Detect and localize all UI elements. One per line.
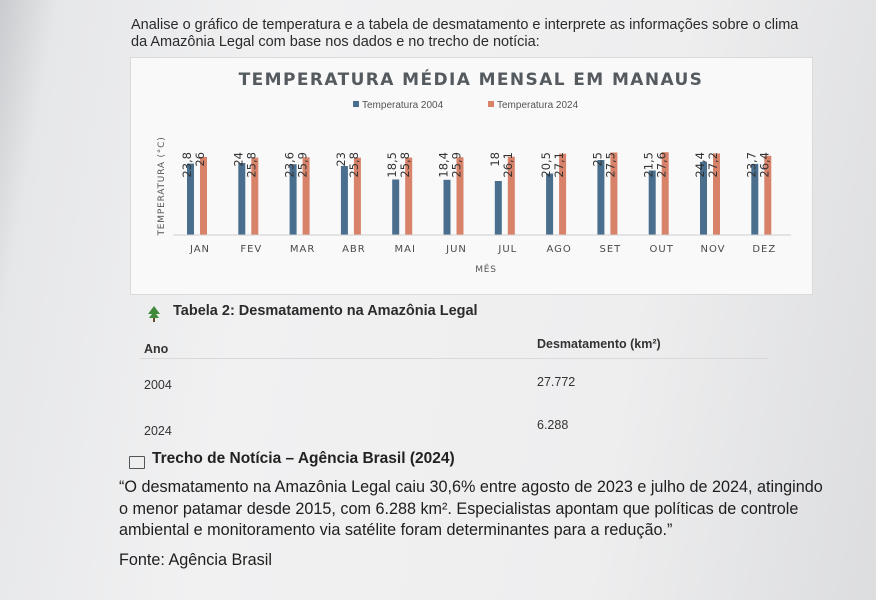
value-label-jul-2: 26,1 xyxy=(501,152,515,178)
value-label-jun-1: 18,4 xyxy=(437,152,451,178)
value-label-jul-1: 18 xyxy=(488,152,502,167)
news-source: Fonte: Agência Brasil xyxy=(119,551,272,569)
bar-dez-2 xyxy=(764,155,772,235)
value-label-fev-2: 25,8 xyxy=(244,152,258,178)
value-label-ago-2: 27,1 xyxy=(552,152,566,178)
bar-set-1 xyxy=(597,160,605,235)
value-label-jan-2: 26 xyxy=(193,152,207,167)
value-label-set-1: 25 xyxy=(590,152,604,167)
bar-mai-2 xyxy=(405,157,413,235)
value-label-ago-1: 20,5 xyxy=(539,152,553,178)
legend-label-2: Temperatura 2024 xyxy=(497,100,579,111)
x-tick-abr: ABR xyxy=(342,244,366,255)
bar-out-1 xyxy=(648,170,656,235)
bar-mar-1 xyxy=(289,164,297,235)
bar-jul-2 xyxy=(507,156,515,235)
tree-icon xyxy=(148,306,160,322)
legend-label-1: Temperatura 2004 xyxy=(362,100,444,111)
value-label-dez-1: 23,7 xyxy=(744,152,758,178)
x-tick-jul: JUL xyxy=(497,244,517,255)
y-axis-label: TEMPERATURA (°C) xyxy=(157,136,167,236)
value-label-mai-2: 25,8 xyxy=(398,152,412,178)
x-tick-set: SET xyxy=(600,244,622,255)
bar-dez-1 xyxy=(751,163,759,235)
x-tick-out: OUT xyxy=(650,244,674,255)
legend-swatch-1 xyxy=(353,101,359,107)
bar-jul-1 xyxy=(494,181,502,235)
chart-title: TEMPERATURA MÉDIA MENSAL EM MANAUS xyxy=(239,68,704,90)
table-row-2-ano: 2024 xyxy=(144,424,172,438)
bar-ago-2 xyxy=(559,153,567,235)
bar-fev-1 xyxy=(238,163,246,235)
bar-nov-2 xyxy=(713,153,720,235)
value-label-out-1: 21,5 xyxy=(642,152,656,178)
bar-abr-1 xyxy=(340,166,348,235)
x-tick-mai: MAI xyxy=(394,244,415,255)
value-label-set-2: 27,5 xyxy=(603,152,617,178)
checkbox-icon xyxy=(129,456,145,469)
bar-jun-2 xyxy=(456,157,464,235)
table-header-desmatamento: Desmatamento (km²) xyxy=(537,337,661,351)
bar-mar-2 xyxy=(302,157,310,235)
value-label-abr-1: 23 xyxy=(334,152,348,167)
intro-text: Analise o gráfico de temperatura e a tab… xyxy=(131,17,799,50)
bar-jun-1 xyxy=(443,179,451,235)
table-row-1-ano: 2004 xyxy=(144,378,172,392)
value-label-mai-1: 18,5 xyxy=(385,152,399,178)
value-label-nov-1: 24,4 xyxy=(693,152,707,178)
chart-svg: TEMPERATURA MÉDIA MENSAL EM MANAUS Tempe… xyxy=(157,68,791,275)
bar-fev-2 xyxy=(251,157,259,235)
bar-set-2 xyxy=(610,152,618,235)
bar-out-2 xyxy=(661,152,669,235)
table-row-2-valor: 6.288 xyxy=(537,418,569,432)
news-quote: “O desmatamento na Amazônia Legal caiu 3… xyxy=(119,478,823,539)
x-tick-dez: DEZ xyxy=(752,244,776,255)
x-tick-fev: FEV xyxy=(240,244,262,255)
value-label-fev-1: 24 xyxy=(231,152,245,167)
bar-nov-1 xyxy=(700,161,707,235)
bar-jan-2 xyxy=(200,157,207,235)
value-label-out-2: 27,6 xyxy=(655,152,669,178)
x-tick-mar: MAR xyxy=(290,244,315,255)
bar-jan-1 xyxy=(187,163,194,235)
table-title: Tabela 2: Desmatamento na Amazônia Legal xyxy=(173,303,478,319)
value-label-jun-2: 25,9 xyxy=(450,152,464,178)
value-label-dez-2: 26,4 xyxy=(757,152,771,178)
value-label-mar-2: 25,9 xyxy=(296,152,310,178)
value-label-mar-1: 23,6 xyxy=(283,152,297,178)
value-label-abr-2: 25,8 xyxy=(347,152,361,178)
x-axis-label: MÊS xyxy=(475,263,497,275)
chart-legend: Temperatura 2004 Temperatura 2024 xyxy=(353,100,579,111)
x-tick-jun: JUN xyxy=(445,244,467,255)
bar-ago-1 xyxy=(546,173,554,235)
news-title: Trecho de Notícia – Agência Brasil (2024… xyxy=(152,450,455,467)
legend-swatch-2 xyxy=(488,101,494,107)
value-label-jan-1: 23,8 xyxy=(180,152,194,178)
value-label-nov-2: 27,2 xyxy=(706,152,720,178)
bar-mai-1 xyxy=(392,179,400,235)
table-divider xyxy=(140,358,768,359)
table-header-ano: Ano xyxy=(144,342,169,356)
table-row-1-valor: 27.772 xyxy=(537,375,576,389)
temperature-chart: TEMPERATURA MÉDIA MENSAL EM MANAUS Tempe… xyxy=(130,57,813,295)
x-tick-nov: NOV xyxy=(700,244,725,255)
x-tick-jan: JAN xyxy=(189,244,210,255)
x-tick-ago: AGO xyxy=(546,244,571,255)
bar-abr-2 xyxy=(353,157,361,235)
